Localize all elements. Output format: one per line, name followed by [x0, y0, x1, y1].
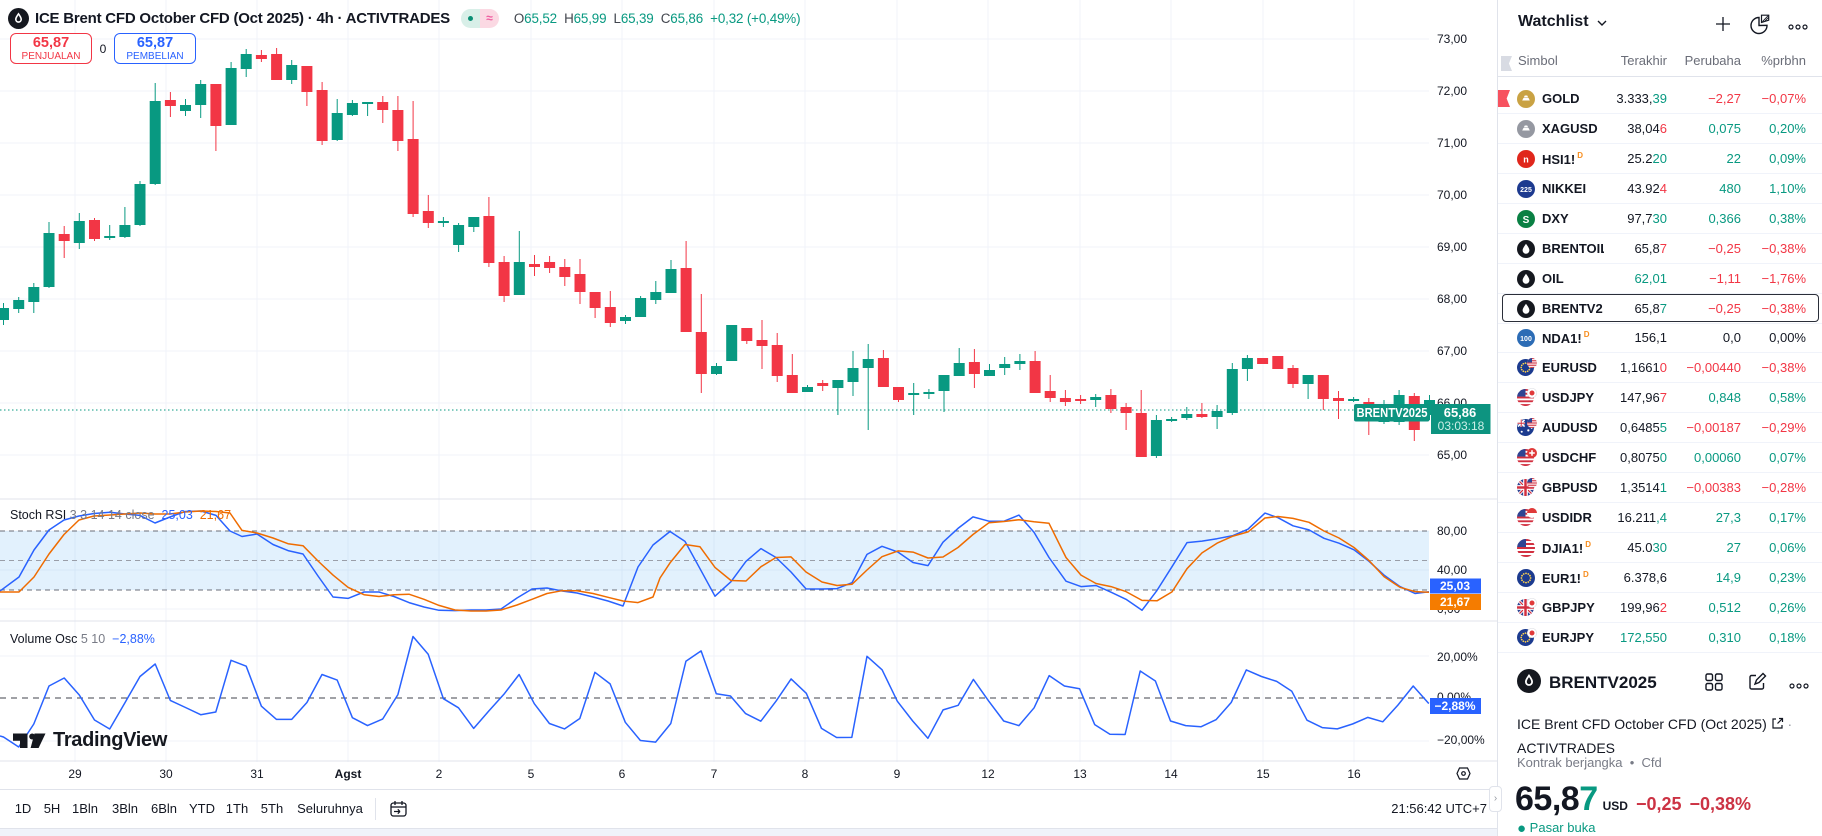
svg-text:68,00: 68,00 — [1437, 292, 1467, 306]
svg-text:−20,00%: −20,00% — [1437, 733, 1485, 747]
svg-text:65,86: 65,86 — [1444, 405, 1477, 420]
svg-text:100: 100 — [1520, 336, 1532, 343]
svg-text:25,03: 25,03 — [1440, 579, 1470, 593]
svg-text:03:03:18: 03:03:18 — [1438, 419, 1485, 433]
svg-text:72,00: 72,00 — [1437, 84, 1467, 98]
svg-text:70,00: 70,00 — [1437, 188, 1467, 202]
svg-text:65,00: 65,00 — [1437, 448, 1467, 462]
svg-text:−2,88%: −2,88% — [1434, 699, 1475, 713]
svg-text:73,00: 73,00 — [1437, 32, 1467, 46]
svg-text:69,00: 69,00 — [1437, 240, 1467, 254]
svg-text:67,00: 67,00 — [1437, 344, 1467, 358]
svg-text:80,00: 80,00 — [1437, 524, 1467, 538]
svg-text:BRENTV2025: BRENTV2025 — [1357, 406, 1428, 420]
svg-text:n: n — [1523, 155, 1529, 165]
svg-text:40,00: 40,00 — [1437, 563, 1467, 577]
svg-text:71,00: 71,00 — [1437, 136, 1467, 150]
svg-text:S: S — [1523, 215, 1530, 226]
svg-text:21,67: 21,67 — [1440, 595, 1470, 609]
svg-text:20,00%: 20,00% — [1437, 650, 1478, 664]
svg-text:225: 225 — [1520, 187, 1532, 194]
